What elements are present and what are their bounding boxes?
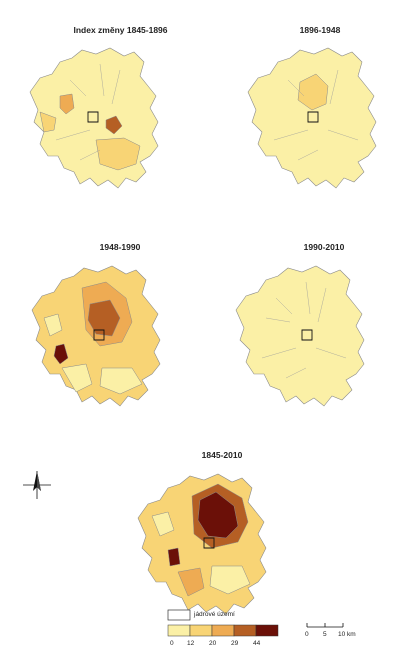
legend-swatch-4 <box>233 624 257 637</box>
map-1990-2010 <box>235 265 365 407</box>
legend-core-label: jádrové území <box>194 611 235 618</box>
legend-break-20: 20 <box>209 640 217 647</box>
legend-swatch-3 <box>211 624 235 637</box>
legend-swatch-5 <box>255 624 279 637</box>
map-1896-1948 <box>247 47 377 189</box>
scale-label-5: 5 <box>323 631 327 638</box>
legend-core-swatch <box>167 609 191 621</box>
panel-title-1990-2010: 1990-2010 <box>303 242 345 252</box>
scale-label-0: 0 <box>305 631 309 638</box>
legend-break-29: 29 <box>231 640 239 647</box>
legend-swatch-2 <box>189 624 213 637</box>
map-1948-1990 <box>31 265 161 407</box>
panel-title-1896-1948: 1896-1948 <box>299 25 341 35</box>
scale-bar <box>306 623 344 628</box>
legend-swatches <box>167 624 279 637</box>
panel-title-1845-2010: 1845-2010 <box>201 450 243 460</box>
legend-break-44: 44 <box>253 640 261 647</box>
legend-break-0: 0 <box>170 640 174 647</box>
legend-swatch-1 <box>167 624 191 637</box>
panel-title-1948-1990: 1948-1990 <box>99 242 141 252</box>
panel-title-1845-1896: Index změny 1845-1896 <box>73 25 168 35</box>
legend-break-12: 12 <box>187 640 195 647</box>
map-1845-1896 <box>29 47 159 189</box>
north-arrow-icon <box>23 471 51 499</box>
scale-label-10km: 10 km <box>338 631 356 638</box>
map-1845-2010 <box>137 473 267 615</box>
